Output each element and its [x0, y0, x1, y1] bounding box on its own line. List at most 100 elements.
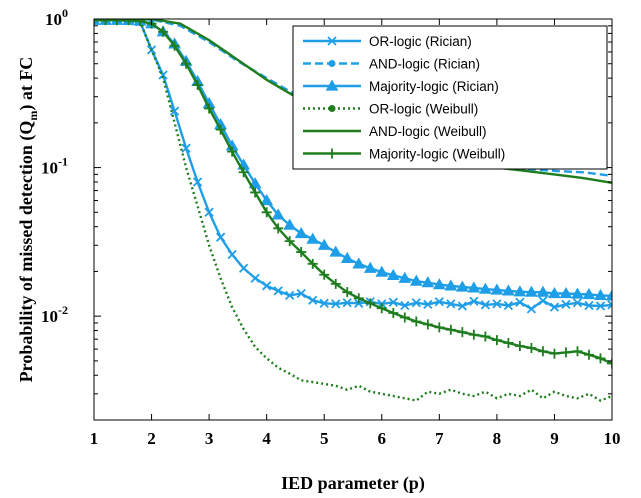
x-marker: [273, 286, 283, 296]
triangle-marker: [271, 208, 285, 220]
plus-marker: [158, 26, 169, 37]
x-marker: [595, 301, 606, 311]
x-tick-label: 5: [320, 429, 329, 448]
triangle-marker: [455, 280, 469, 292]
x-marker: [296, 288, 306, 299]
plus-marker: [327, 148, 337, 159]
x-tick-label: 7: [435, 429, 444, 448]
plus-marker: [181, 58, 192, 69]
triangle-marker: [306, 232, 320, 244]
triangle-marker: [605, 289, 612, 301]
x-marker: [434, 297, 444, 307]
x-tick-label: 10: [604, 429, 621, 448]
plus-marker: [445, 324, 456, 335]
triangle-marker: [432, 278, 446, 290]
plus-marker: [491, 335, 502, 346]
triangle-marker: [409, 274, 423, 286]
plus-marker: [595, 353, 606, 364]
triangle-marker: [325, 79, 339, 91]
legend-box: [292, 25, 608, 170]
plus-marker: [434, 322, 445, 333]
plus-marker: [261, 207, 272, 218]
x-marker: [549, 302, 560, 312]
triangle-marker: [513, 285, 527, 297]
plus-marker: [273, 223, 284, 234]
triangle-marker: [525, 285, 538, 297]
x-marker: [192, 177, 203, 187]
triangle-marker: [375, 265, 389, 277]
x-marker: [308, 295, 318, 305]
x-marker: [215, 232, 226, 242]
y-tick-label: 100: [45, 6, 68, 29]
series-line: [94, 19, 612, 365]
x-marker: [480, 300, 491, 310]
y-axis-label: Probability of missed detection (Qm) at …: [16, 57, 40, 383]
plus-marker: [457, 327, 468, 338]
x-marker: [515, 297, 525, 307]
x-marker: [572, 298, 583, 308]
x-marker: [411, 298, 421, 308]
y-tick-label: 10-1: [41, 155, 68, 178]
series-1: [94, 19, 612, 177]
series-line: [94, 19, 612, 311]
plus-marker: [583, 349, 594, 360]
triangle-marker: [294, 226, 308, 239]
x-marker: [423, 299, 433, 310]
plus-marker: [537, 346, 548, 357]
plus-marker: [342, 287, 353, 298]
legend-label: Majority-logic (Weibull): [369, 147, 505, 162]
series-3: [94, 19, 612, 402]
triangle-marker: [386, 268, 400, 281]
triangle-marker: [594, 288, 607, 300]
plus-marker: [480, 331, 491, 342]
plus-marker: [192, 79, 203, 90]
triangle-marker: [502, 284, 515, 296]
y-axis-label-main: Probability of missed detection (Q: [16, 121, 37, 383]
legend: OR-logic (Rician) AND-logic (Rician) Major…: [292, 25, 608, 170]
plus-marker: [215, 124, 226, 135]
triangle-marker: [444, 279, 458, 291]
x-axis-label: IED parameter (p): [281, 473, 425, 494]
x-tick-label: 8: [493, 429, 502, 448]
triangle-marker: [329, 245, 343, 257]
triangle-marker: [548, 287, 561, 299]
x-marker: [327, 36, 337, 46]
x-tick-label: 6: [378, 429, 387, 448]
x-marker: [388, 297, 398, 307]
legend-label: AND-logic (Rician): [369, 57, 480, 72]
plus-marker: [123, 19, 134, 26]
plus-marker: [560, 347, 571, 358]
plus-marker: [169, 40, 180, 51]
ticks-layer: 1 2 3 4 5 6 7 8 9 10 100 10-1 10-2: [41, 6, 621, 448]
x-tick-label: 2: [147, 429, 156, 448]
plus-marker: [411, 316, 422, 327]
plus-marker: [296, 247, 307, 258]
plus-marker: [100, 19, 111, 26]
triangle-marker: [421, 276, 435, 288]
x-marker: [607, 300, 612, 310]
plus-marker: [572, 346, 583, 357]
x-marker: [227, 249, 237, 260]
plus-marker: [94, 19, 99, 26]
series-5: [94, 19, 612, 369]
plus-marker: [468, 329, 479, 340]
series-layer: [94, 19, 612, 402]
y-axis-label-sub: m: [26, 111, 40, 121]
x-marker: [503, 300, 514, 311]
triangle-marker: [340, 251, 354, 263]
triangle-marker: [582, 287, 596, 300]
triangle-marker: [260, 194, 274, 206]
x-marker: [457, 301, 467, 311]
plus-marker: [238, 167, 249, 178]
x-marker: [285, 290, 295, 301]
x-marker: [319, 298, 329, 308]
triangle-marker: [398, 271, 412, 283]
x-marker: [169, 106, 180, 116]
plus-marker: [422, 319, 433, 330]
triangle-marker: [363, 261, 377, 273]
triangle-marker: [490, 283, 504, 295]
triangle-marker: [571, 287, 584, 299]
y-axis-label-tail: ) at FC: [16, 57, 37, 111]
x-marker: [526, 304, 537, 314]
